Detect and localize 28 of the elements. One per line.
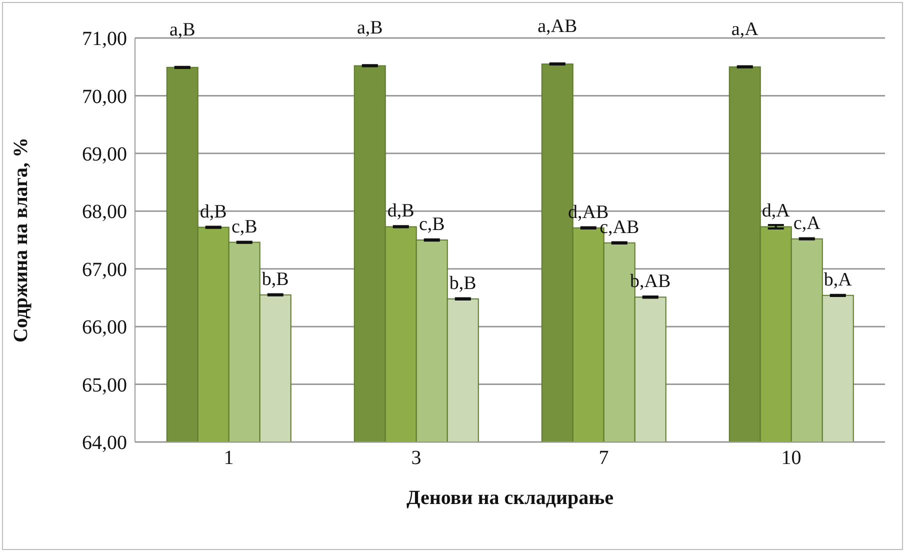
data-label: a,B: [356, 18, 383, 39]
y-tick-label: 64,00: [82, 432, 127, 454]
y-tick-label: 69,00: [82, 144, 127, 166]
x-tick-label: 10: [781, 447, 802, 470]
x-tick-label: 1: [224, 447, 234, 470]
data-label: a,A: [731, 18, 759, 40]
y-tick-label: 71,00: [82, 28, 127, 50]
y-tick-label: 70,00: [82, 86, 127, 108]
data-label: b,B: [449, 272, 476, 294]
y-tick-label: 67,00: [82, 258, 127, 281]
data-label: c,B: [231, 216, 258, 238]
data-label: a,AB: [538, 16, 578, 37]
x-tick-label: 7: [598, 447, 609, 470]
y-tick-label: 66,00: [82, 316, 127, 339]
y-tick-label: 65,00: [82, 374, 127, 396]
data-label: b,B: [262, 268, 289, 290]
data-label: a,B: [169, 19, 196, 40]
data-label: c,AB: [600, 216, 640, 238]
data-label: d,B: [200, 201, 227, 222]
data-label: c,B: [418, 214, 445, 235]
data-label: c,A: [793, 212, 821, 234]
y-axis-title: Содржина на влага, %: [10, 137, 32, 343]
x-tick-label: 3: [411, 447, 422, 470]
x-axis-title: Денови на складирање: [406, 487, 614, 509]
data-label: b,A: [824, 269, 852, 290]
data-label: d,B: [387, 200, 414, 222]
data-label: d,A: [762, 200, 790, 222]
y-tick-label: 68,00: [82, 201, 127, 224]
